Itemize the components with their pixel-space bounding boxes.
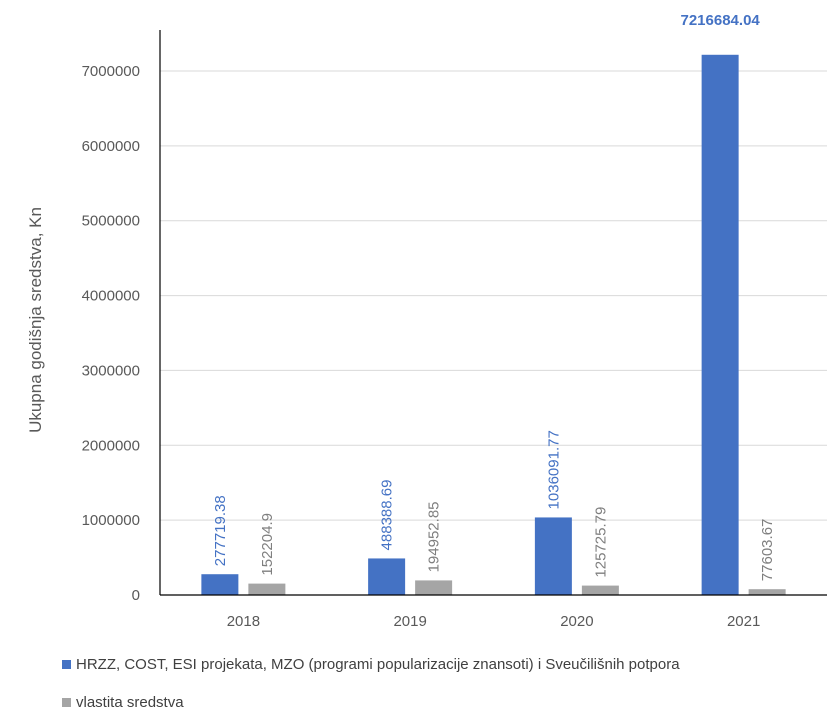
legend-item-series-1: HRZZ, COST, ESI projekata, MZO (programi… xyxy=(62,656,680,673)
data-label-s1-2020: 1036091.77 xyxy=(545,430,562,509)
data-label-s1-2018: 277719.38 xyxy=(212,495,229,566)
y-tick-label-0: 0 xyxy=(132,587,140,604)
legend-label-series-1: HRZZ, COST, ESI projekata, MZO (programi… xyxy=(76,656,680,673)
legend-swatch-blue xyxy=(62,660,71,669)
bar-s1-2021 xyxy=(702,55,739,595)
y-tick-label-7: 7000000 xyxy=(82,63,140,80)
data-label-s2-2019: 194952.85 xyxy=(426,502,443,573)
data-label-s2-2021: 77603.67 xyxy=(759,519,776,582)
bar-s2-2018 xyxy=(248,584,285,595)
y-axis-label: Ukupna godišnja sredstva, Kn xyxy=(26,207,45,433)
data-label-s1-2021: 7216684.04 xyxy=(681,12,761,29)
data-label-s1-2019: 488388.69 xyxy=(379,480,396,551)
data-labels: 277719.38 152204.9 488388.69 194952.85 10360… xyxy=(212,12,776,581)
y-tick-label-4: 4000000 xyxy=(82,288,140,305)
bar-s2-2020 xyxy=(582,586,619,595)
bar-s1-2019 xyxy=(368,558,405,595)
bar-s2-2019 xyxy=(415,580,452,595)
y-tick-label-2: 2000000 xyxy=(82,437,140,454)
bars xyxy=(201,55,785,595)
tick-labels: 0 1000000 2000000 3000000 4000000 5000000 6000… xyxy=(82,63,761,630)
x-tick-label-2018: 2018 xyxy=(227,613,260,630)
x-tick-label-2019: 2019 xyxy=(393,613,426,630)
data-label-s2-2020: 125725.79 xyxy=(592,507,609,578)
bar-s2-2021 xyxy=(749,589,786,595)
legend-item-series-2: vlastita sredstva xyxy=(62,694,184,711)
bar-s1-2020 xyxy=(535,517,572,595)
y-tick-label-3: 3000000 xyxy=(82,362,140,379)
legend-label-series-2: vlastita sredstva xyxy=(76,694,184,711)
y-tick-label-1: 1000000 xyxy=(82,512,140,529)
x-tick-label-2020: 2020 xyxy=(560,613,593,630)
bar-s1-2018 xyxy=(201,574,238,595)
data-label-s2-2018: 152204.9 xyxy=(259,513,276,576)
y-tick-label-6: 6000000 xyxy=(82,138,140,155)
legend-swatch-gray xyxy=(62,698,71,707)
y-tick-label-5: 5000000 xyxy=(82,213,140,230)
x-tick-label-2021: 2021 xyxy=(727,613,760,630)
